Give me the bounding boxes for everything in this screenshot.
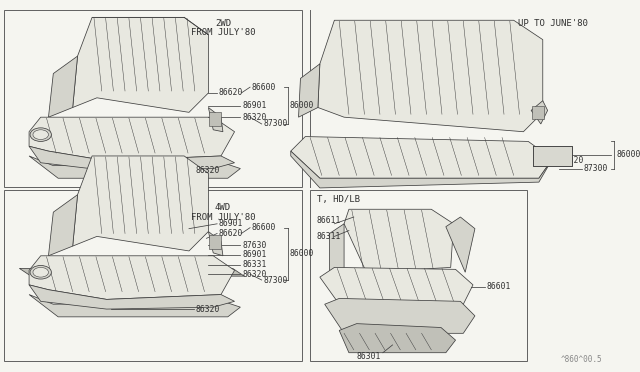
Polygon shape: [209, 231, 223, 256]
Polygon shape: [344, 209, 454, 272]
Text: 86320: 86320: [243, 113, 267, 122]
Text: 86000: 86000: [290, 249, 314, 258]
Polygon shape: [29, 146, 234, 170]
Text: 86311: 86311: [317, 232, 341, 241]
Text: 4WD: 4WD: [215, 203, 231, 212]
Bar: [4, 10, 302, 187]
Text: 2WD: 2WD: [215, 19, 231, 28]
Text: 86901: 86901: [218, 219, 243, 228]
Text: 86601: 86601: [486, 282, 511, 291]
Polygon shape: [19, 268, 244, 276]
Ellipse shape: [33, 130, 49, 140]
Text: 87300: 87300: [584, 164, 608, 173]
Polygon shape: [339, 324, 456, 353]
Polygon shape: [73, 17, 209, 112]
Polygon shape: [73, 156, 209, 251]
Polygon shape: [298, 64, 320, 117]
Polygon shape: [49, 195, 77, 256]
Text: 86320: 86320: [196, 305, 220, 314]
Text: FROM JULY'80: FROM JULY'80: [191, 28, 255, 37]
Polygon shape: [29, 117, 234, 161]
Polygon shape: [29, 295, 241, 317]
Text: 86611: 86611: [317, 217, 341, 225]
Ellipse shape: [33, 267, 49, 277]
Polygon shape: [330, 224, 344, 279]
Ellipse shape: [30, 128, 51, 141]
Polygon shape: [318, 20, 543, 132]
Text: 86620: 86620: [218, 89, 243, 97]
Polygon shape: [533, 146, 572, 166]
Text: 86600: 86600: [252, 83, 276, 92]
Polygon shape: [291, 137, 552, 178]
Text: T, HD/LB: T, HD/LB: [317, 195, 360, 204]
Polygon shape: [324, 298, 475, 333]
Bar: [532, 106, 544, 119]
Ellipse shape: [30, 266, 51, 279]
Polygon shape: [29, 285, 234, 309]
Bar: [209, 235, 221, 249]
Text: 86301: 86301: [356, 352, 381, 361]
Polygon shape: [531, 101, 548, 124]
Text: 86331: 86331: [243, 260, 267, 269]
Polygon shape: [291, 151, 552, 188]
Bar: [310, 190, 527, 362]
Polygon shape: [49, 56, 77, 117]
Polygon shape: [320, 267, 473, 304]
Text: 86320: 86320: [243, 270, 267, 279]
Text: 86000: 86000: [290, 101, 314, 110]
Text: 86320: 86320: [196, 166, 220, 175]
Text: FROM JULY'80: FROM JULY'80: [191, 212, 255, 221]
Text: 86000: 86000: [616, 151, 640, 160]
Text: 86620: 86620: [218, 229, 243, 238]
Text: 87300: 87300: [264, 119, 288, 128]
Text: UP TO JUNE'80: UP TO JUNE'80: [518, 19, 588, 28]
Text: 86320: 86320: [559, 156, 584, 165]
Polygon shape: [29, 156, 241, 178]
Text: 87300: 87300: [264, 276, 288, 285]
Text: 86901: 86901: [243, 250, 267, 259]
Text: 86600: 86600: [252, 223, 276, 232]
Bar: [209, 112, 221, 126]
Text: 87630: 87630: [243, 241, 267, 250]
Polygon shape: [446, 217, 475, 272]
Bar: [4, 190, 302, 362]
Text: ^860^00.5: ^860^00.5: [561, 355, 603, 364]
Polygon shape: [209, 108, 223, 132]
Polygon shape: [29, 256, 234, 299]
Text: 86901: 86901: [243, 101, 267, 110]
